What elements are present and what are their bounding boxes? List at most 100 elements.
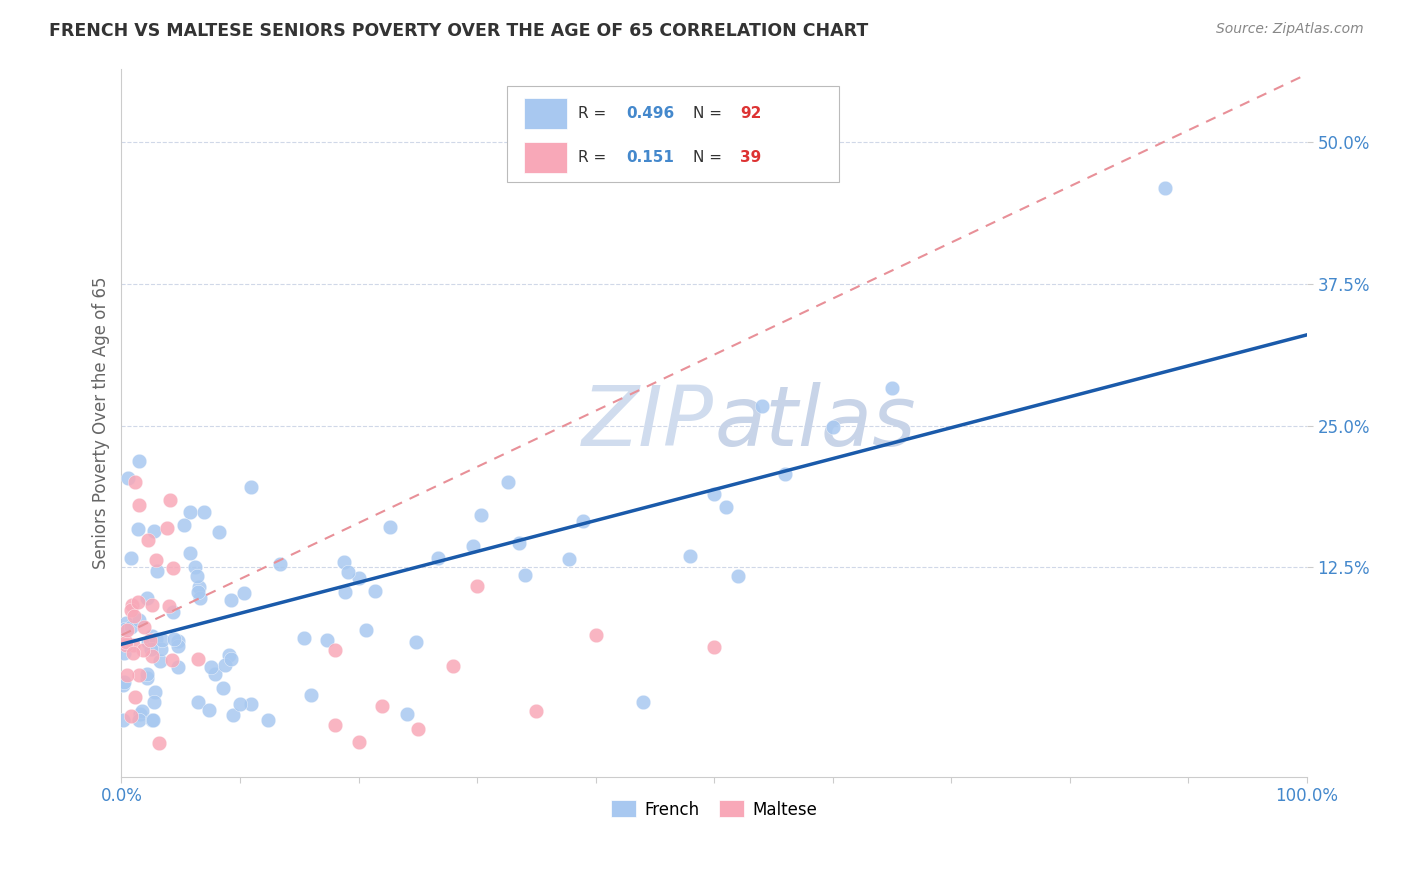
Point — [727, 569, 749, 583]
Point — [821, 420, 844, 434]
Point — [114, 623, 136, 637]
Point — [115, 668, 138, 682]
Point — [395, 706, 418, 721]
Point — [405, 635, 427, 649]
Point — [292, 631, 315, 645]
Point — [703, 487, 725, 501]
Point — [131, 704, 153, 718]
Text: R =: R = — [578, 150, 616, 165]
Point — [136, 635, 159, 649]
Point — [145, 553, 167, 567]
Point — [470, 508, 492, 522]
Point — [496, 475, 519, 489]
Text: 0.151: 0.151 — [627, 150, 675, 165]
Point — [120, 620, 142, 634]
Point — [406, 723, 429, 737]
Point — [128, 713, 150, 727]
Point — [117, 471, 139, 485]
Point — [143, 524, 166, 538]
Point — [465, 579, 488, 593]
FancyBboxPatch shape — [524, 97, 567, 128]
Point — [219, 652, 242, 666]
Point — [233, 586, 256, 600]
Text: 39: 39 — [740, 150, 762, 165]
Text: 92: 92 — [740, 105, 762, 120]
FancyBboxPatch shape — [524, 142, 567, 173]
Point — [186, 569, 208, 583]
Point — [143, 685, 166, 699]
Point — [157, 599, 180, 613]
Point — [128, 613, 150, 627]
Point — [631, 695, 654, 709]
Point — [179, 505, 201, 519]
Text: atlas: atlas — [714, 382, 915, 463]
Text: N =: N = — [693, 105, 727, 120]
Point — [221, 707, 243, 722]
Point — [149, 642, 172, 657]
Point — [115, 635, 138, 649]
Point — [135, 591, 157, 605]
Point — [880, 381, 903, 395]
Point — [112, 677, 135, 691]
Point — [315, 633, 337, 648]
Point — [219, 593, 242, 607]
Point — [166, 660, 188, 674]
Point — [187, 695, 209, 709]
Point — [335, 584, 357, 599]
Point — [148, 736, 170, 750]
Point — [371, 699, 394, 714]
Point — [208, 525, 231, 540]
Point — [197, 703, 219, 717]
Point — [120, 603, 142, 617]
Point — [135, 671, 157, 685]
Point — [145, 632, 167, 646]
Point — [257, 713, 280, 727]
Point — [336, 565, 359, 579]
Point — [124, 690, 146, 705]
Text: N =: N = — [693, 150, 727, 165]
Point — [159, 492, 181, 507]
Point — [333, 556, 356, 570]
Point — [173, 517, 195, 532]
Point — [114, 615, 136, 630]
Text: Source: ZipAtlas.com: Source: ZipAtlas.com — [1216, 22, 1364, 37]
Text: FRENCH VS MALTESE SENIORS POVERTY OVER THE AGE OF 65 CORRELATION CHART: FRENCH VS MALTESE SENIORS POVERTY OVER T… — [49, 22, 869, 40]
Point — [200, 660, 222, 674]
Point — [218, 648, 240, 662]
Point — [112, 713, 135, 727]
Point — [149, 654, 172, 668]
Point — [141, 598, 163, 612]
Point — [585, 628, 607, 642]
Point — [128, 454, 150, 468]
Point — [323, 642, 346, 657]
Point — [128, 498, 150, 512]
Point — [132, 643, 155, 657]
Point — [441, 659, 464, 673]
Point — [323, 718, 346, 732]
Point — [139, 642, 162, 657]
Point — [156, 520, 179, 534]
Point — [112, 646, 135, 660]
Point — [139, 633, 162, 648]
Point — [558, 552, 581, 566]
Y-axis label: Seniors Poverty Over the Age of 65: Seniors Poverty Over the Age of 65 — [93, 277, 110, 569]
Point — [187, 585, 209, 599]
Point — [122, 639, 145, 653]
Point — [122, 646, 145, 660]
Point — [461, 539, 484, 553]
Text: ZIP: ZIP — [582, 382, 714, 463]
Point — [122, 609, 145, 624]
Point — [427, 550, 450, 565]
Point — [347, 734, 370, 748]
Point — [160, 653, 183, 667]
Text: R =: R = — [578, 105, 612, 120]
Point — [128, 707, 150, 722]
Point — [775, 467, 797, 481]
Point — [193, 505, 215, 519]
Point — [378, 520, 401, 534]
FancyBboxPatch shape — [506, 87, 838, 182]
Point — [127, 594, 149, 608]
Point — [187, 652, 209, 666]
Point — [347, 571, 370, 585]
Point — [363, 584, 385, 599]
